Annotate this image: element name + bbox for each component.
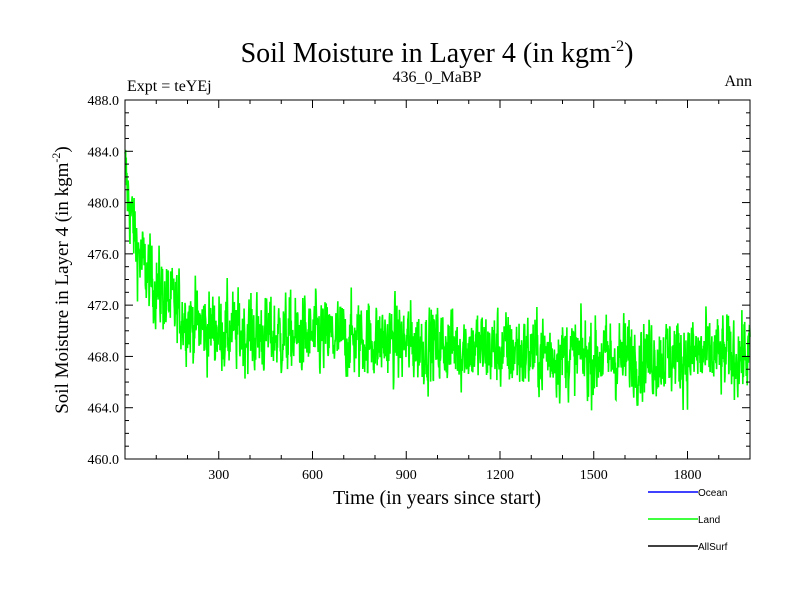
- ticks-group: 460.0 464.0 468.0 472.0 476.0 480.0 484.0 488.0…: [88, 94, 750, 483]
- x-tick-label: 1500: [580, 468, 608, 483]
- series-line-land: [124, 149, 751, 411]
- y-tick-label: 460.0: [88, 453, 120, 468]
- y-tick-label: 480.0: [88, 197, 120, 212]
- x-tick-label: 300: [208, 468, 229, 483]
- legend-label-allsurf: AllSurf: [698, 542, 728, 553]
- y-tick-label: 464.0: [88, 402, 120, 417]
- period-label: Ann: [724, 73, 752, 90]
- x-tick-label: 1800: [674, 468, 702, 483]
- y-tick-label: 484.0: [88, 145, 120, 160]
- legend: Ocean Land AllSurf: [648, 488, 728, 553]
- y-axis-label: Soil Moisture in Layer 4 (in kgm-2): [49, 146, 73, 414]
- y-tick-label: 488.0: [88, 94, 120, 109]
- x-tick-label: 1200: [486, 468, 514, 483]
- experiment-label: Expt = teYEj: [127, 78, 212, 95]
- chart-title: Soil Moisture in Layer 4 (in kgm-2): [241, 38, 634, 69]
- legend-label-ocean: Ocean: [698, 488, 727, 499]
- y-tick-label: 472.0: [88, 299, 120, 314]
- x-tick-label: 900: [396, 468, 417, 483]
- plot-frame: [124, 99, 751, 460]
- series-group: [124, 149, 751, 411]
- subtitle-label: 436_0_MaBP: [393, 69, 482, 86]
- y-tick-label: 468.0: [88, 350, 120, 365]
- y-tick-label: 476.0: [88, 248, 120, 263]
- legend-label-land: Land: [698, 515, 720, 526]
- x-tick-label: 600: [302, 468, 323, 483]
- x-axis-label: Time (in years since start): [333, 487, 541, 509]
